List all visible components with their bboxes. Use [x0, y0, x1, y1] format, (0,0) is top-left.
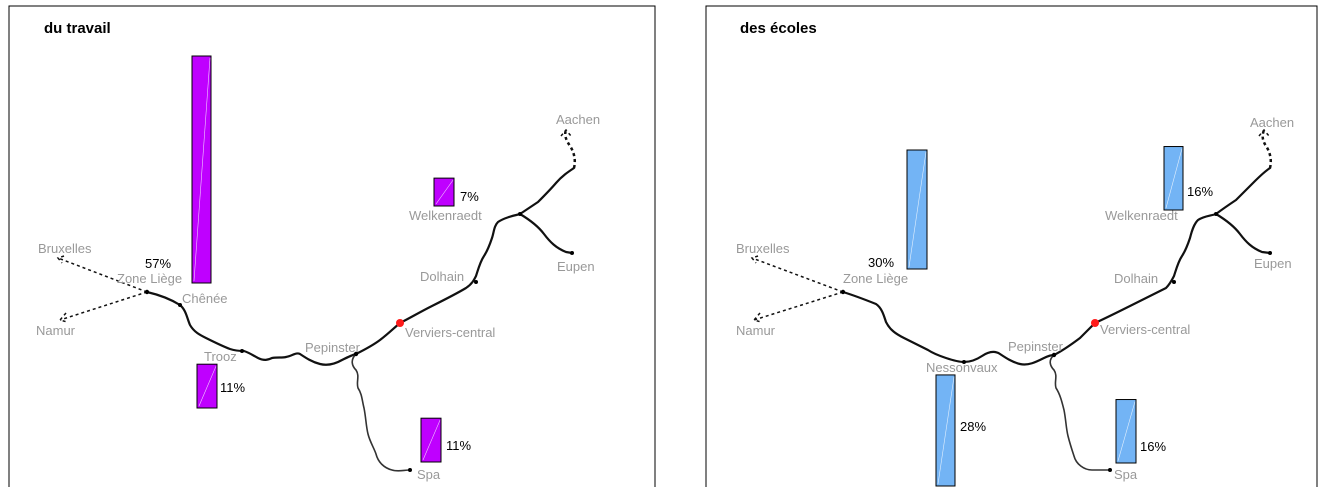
label2-namur: Namur [736, 323, 776, 338]
station-eupen [570, 251, 574, 255]
rail-pepinster-verviers [354, 321, 402, 356]
rail-verviers-dolhain [398, 212, 522, 325]
label2-pepinster: Pepinster [1008, 339, 1064, 354]
rail-dolhain-welkenraedt [518, 166, 576, 216]
rail2-pepinster-verviers [1052, 321, 1097, 357]
share-label: 28% [960, 419, 986, 434]
label2-verviers: Verviers-central [1100, 322, 1190, 337]
station-welkenraedt [518, 212, 522, 216]
station-pepinster [353, 351, 359, 357]
label-bruxelles: Bruxelles [38, 241, 92, 256]
label2-dolhain: Dolhain [1114, 271, 1158, 286]
station-trooz [240, 349, 244, 353]
station-verviers-hub [396, 319, 404, 327]
bruxelles-arrow [56, 255, 65, 264]
label2-welkenraedt: Welkenraedt [1105, 208, 1178, 223]
rail2-liege-pepinster [841, 290, 1056, 366]
label-welkenraedt: Welkenraedt [409, 208, 482, 223]
label-trooz: Trooz [204, 349, 237, 364]
panel-travail: du travail Aachen Bruxelles Zone Liège C… [8, 5, 656, 487]
station2-spa [1108, 468, 1112, 472]
station2-pepinster [1051, 352, 1057, 358]
bars-ecoles: 30% 16% 28% 16% [868, 146, 1213, 487]
station-zone-liege [144, 289, 150, 295]
station2-eupen [1268, 251, 1272, 255]
station2-welkenraedt [1214, 212, 1218, 216]
rail2-welkenraedt-eupen [1214, 212, 1272, 255]
aachen-arrow [560, 128, 572, 137]
panel-ecoles-frame [705, 5, 1318, 487]
share-bar-hatch [435, 179, 454, 205]
label2-eupen: Eupen [1254, 256, 1292, 271]
share-bar [433, 177, 455, 207]
share-bar-hatch [198, 366, 217, 407]
share-label: 16% [1140, 439, 1166, 454]
station-dolhain [474, 280, 478, 284]
label2-bruxelles: Bruxelles [736, 241, 790, 256]
label-dolhain: Dolhain [420, 269, 464, 284]
station2-verviers-hub [1091, 319, 1099, 327]
share-label: 11% [446, 438, 471, 453]
station-spa [408, 468, 412, 472]
label-spa: Spa [417, 467, 441, 482]
bars-travail: 57% 7% 11% 11% [145, 55, 479, 463]
rail-welkenraedt-eupen [518, 212, 574, 255]
bruxelles2-arrow [750, 255, 759, 264]
label-pepinster: Pepinster [305, 340, 361, 355]
label2-zone-liege: Zone Liège [843, 271, 908, 286]
share-bar-hatch [422, 420, 441, 461]
share-bar-hatch [193, 57, 211, 282]
label-verviers: Verviers-central [405, 325, 495, 340]
label-zone-liege: Zone Liège [117, 271, 182, 286]
station-chenee [178, 303, 182, 307]
rail-pepinster-spa [351, 353, 411, 472]
rail2-verviers-dolhain [1093, 212, 1218, 325]
label-aachen: Aachen [556, 112, 600, 127]
namur-arrow [58, 312, 68, 323]
share-label: 16% [1187, 184, 1213, 199]
rail2-pepinster-spa [1049, 354, 1110, 471]
label-chenee: Chênée [182, 291, 228, 306]
panel-travail-frame [8, 5, 656, 487]
header-strip [0, 0, 1325, 3]
share-bar [935, 374, 956, 487]
namur2-arrow [752, 312, 762, 323]
rail2-dolhain-welkenraedt [1214, 166, 1272, 216]
rail-to-aachen [563, 129, 577, 169]
share-bar-hatch [1117, 401, 1136, 462]
panel-ecoles-title: des écoles [740, 20, 817, 37]
station2-zone-liege [840, 289, 846, 295]
label-namur: Namur [36, 323, 76, 338]
share-bar-hatch [1165, 148, 1183, 209]
station2-nessonvaux [962, 360, 966, 364]
rail-to-bruxelles [57, 257, 148, 293]
label2-aachen: Aachen [1250, 115, 1294, 130]
share-bar [906, 149, 928, 270]
share-label: 7% [460, 189, 479, 204]
rail2-to-aachen [1261, 129, 1273, 169]
aachen2-arrow [1258, 128, 1270, 137]
label-eupen: Eupen [557, 259, 595, 274]
rail2-to-bruxelles [751, 257, 844, 293]
share-label: 57% [145, 256, 171, 271]
share-bar [191, 55, 212, 284]
station2-dolhain [1172, 280, 1176, 284]
rail-liege-pepinster [145, 290, 358, 366]
share-bar-hatch [937, 376, 955, 485]
share-label: 11% [220, 380, 245, 395]
panel-travail-title: du travail [44, 20, 111, 37]
panel-ecoles: des écoles Aachen Bruxelles Zone Liège N… [705, 5, 1318, 487]
label2-nessonvaux: Nessonvaux [926, 360, 998, 375]
label2-spa: Spa [1114, 467, 1138, 482]
share-bar-hatch [908, 151, 927, 268]
share-label: 30% [868, 255, 894, 270]
